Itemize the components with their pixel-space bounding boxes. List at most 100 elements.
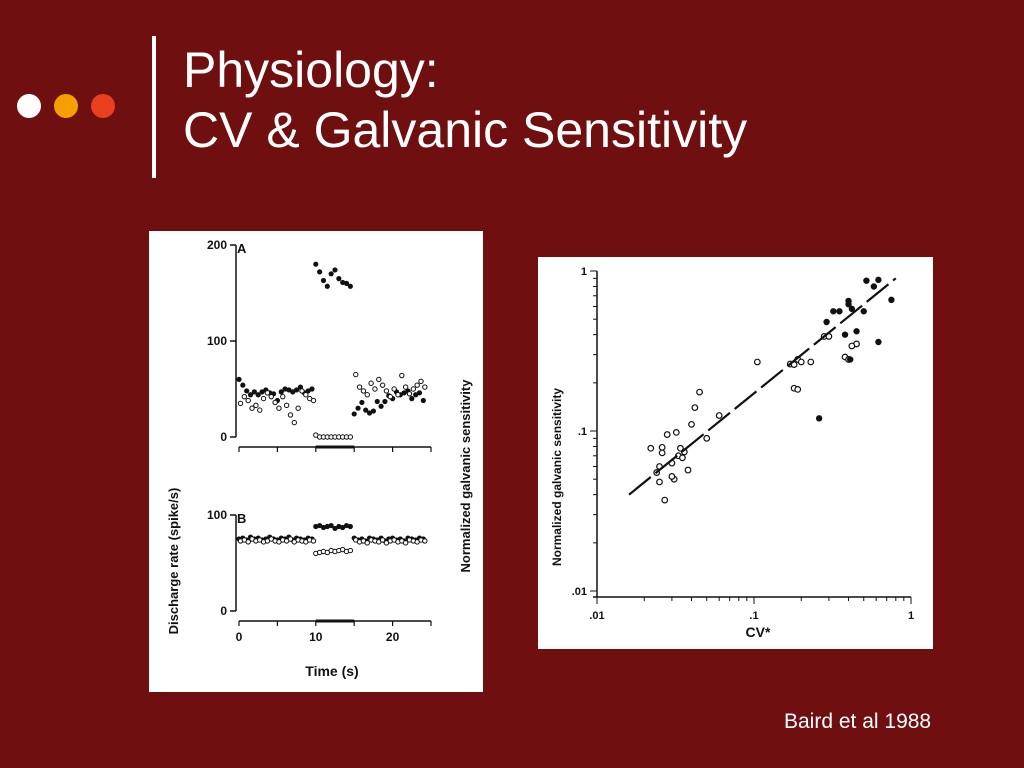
filled-data-point — [332, 267, 338, 273]
panel-b-label: B — [237, 511, 246, 526]
open-data-point — [679, 454, 686, 462]
open-data-point — [696, 388, 703, 396]
open-data-point — [264, 390, 271, 396]
open-data-point — [797, 358, 805, 366]
y-tick-label: 200 — [207, 238, 227, 252]
open-data-point — [395, 392, 401, 398]
filled-data-point — [815, 415, 823, 422]
filled-data-point — [240, 382, 246, 388]
title-line-2: CV & Galvanic Sensitivity — [183, 102, 748, 158]
open-data-point — [668, 473, 676, 480]
filled-data-point — [416, 390, 423, 396]
open-data-point — [299, 388, 305, 394]
open-data-point — [807, 358, 815, 366]
open-data-point — [753, 358, 761, 366]
open-data-point — [253, 402, 259, 409]
filled-data-point — [324, 283, 330, 289]
filled-data-point — [401, 390, 407, 396]
open-data-point — [663, 431, 671, 438]
open-data-point — [376, 376, 382, 383]
open-data-point — [283, 402, 290, 409]
orange-dot — [54, 94, 78, 118]
open-data-point — [658, 449, 666, 457]
open-data-point — [691, 404, 699, 412]
filled-data-point — [309, 386, 315, 392]
filled-data-point — [244, 388, 250, 394]
figure-cv-sensitivity: .01 .1 1 .01 .1 1 Normalized galvanic sensiti… — [538, 257, 933, 649]
open-data-point — [241, 393, 248, 400]
filled-data-point — [374, 398, 380, 405]
open-data-point — [391, 386, 397, 392]
open-data-point — [410, 386, 417, 392]
filled-data-point — [347, 283, 353, 289]
filled-data-point — [247, 392, 254, 398]
filled-data-point — [313, 261, 319, 267]
filled-data-point — [823, 318, 830, 326]
open-data-point — [387, 393, 393, 400]
open-data-point — [418, 378, 424, 385]
x-tick-label: 1 — [908, 610, 914, 622]
open-data-point — [364, 540, 370, 546]
open-data-point — [364, 392, 370, 398]
open-data-point — [310, 538, 317, 544]
open-data-point — [347, 547, 354, 554]
filled-data-point — [848, 305, 856, 313]
open-data-point — [260, 395, 267, 402]
y-axis-label: Discharge rate (spike/s) — [166, 488, 181, 635]
filled-data-point — [875, 338, 882, 346]
filled-data-point — [370, 408, 376, 414]
filled-data-point — [830, 308, 837, 315]
open-data-point — [402, 540, 409, 546]
filled-data-point — [836, 308, 843, 315]
filled-data-point — [305, 388, 311, 394]
figure-discharge-rate: 0 100 200 0 100 0 10 20 A B Discharge rate (sp… — [149, 231, 483, 692]
white-dot — [17, 94, 41, 118]
title-line-1: Physiology: — [183, 42, 439, 98]
filled-data-point — [347, 523, 353, 530]
filled-data-point — [413, 392, 419, 398]
bullet-dots — [17, 94, 115, 118]
y-tick-label: .01 — [572, 586, 587, 598]
y-tick-label: .1 — [578, 426, 587, 438]
x-axis-label: CV* — [746, 624, 771, 640]
filled-data-point — [286, 387, 292, 393]
panel-a-label: A — [237, 241, 247, 256]
filled-data-point — [317, 269, 323, 275]
filled-data-point — [363, 407, 369, 413]
discharge-rate-plot: 0 100 200 0 100 0 10 20 A B Discharge rate (sp… — [166, 238, 473, 679]
open-data-point — [280, 393, 286, 400]
open-data-point — [379, 537, 386, 543]
open-data-point — [658, 443, 666, 451]
open-data-point — [661, 496, 669, 504]
filled-data-point — [343, 280, 350, 286]
filled-data-point — [336, 276, 342, 282]
open-data-point — [245, 539, 251, 545]
open-data-point — [399, 372, 405, 379]
open-data-point — [295, 405, 301, 411]
open-data-point — [356, 384, 363, 390]
filled-data-point — [860, 308, 867, 315]
filled-data-point — [255, 392, 261, 398]
filled-data-point — [841, 331, 849, 338]
red-dot — [91, 94, 115, 118]
filled-data-point — [409, 396, 415, 402]
x-tick-label: .1 — [749, 610, 758, 622]
open-data-point — [647, 444, 655, 452]
open-data-point — [272, 399, 278, 406]
open-data-point — [715, 412, 723, 419]
regression-line — [628, 277, 897, 496]
y-tick-label: 100 — [207, 508, 227, 522]
open-data-point — [794, 385, 802, 393]
x-tick-label: .01 — [589, 610, 604, 622]
filled-data-point — [317, 522, 323, 529]
filled-data-point — [320, 277, 327, 284]
y-tick-label: 0 — [220, 604, 227, 618]
y-tick-label: 1 — [581, 266, 587, 278]
y-tick-label: 100 — [207, 334, 227, 348]
filled-data-point — [863, 277, 870, 284]
filled-data-point — [328, 271, 334, 277]
filled-data-point — [888, 296, 895, 304]
open-data-point — [268, 393, 274, 400]
open-data-point — [402, 384, 409, 390]
open-data-point — [353, 371, 359, 378]
